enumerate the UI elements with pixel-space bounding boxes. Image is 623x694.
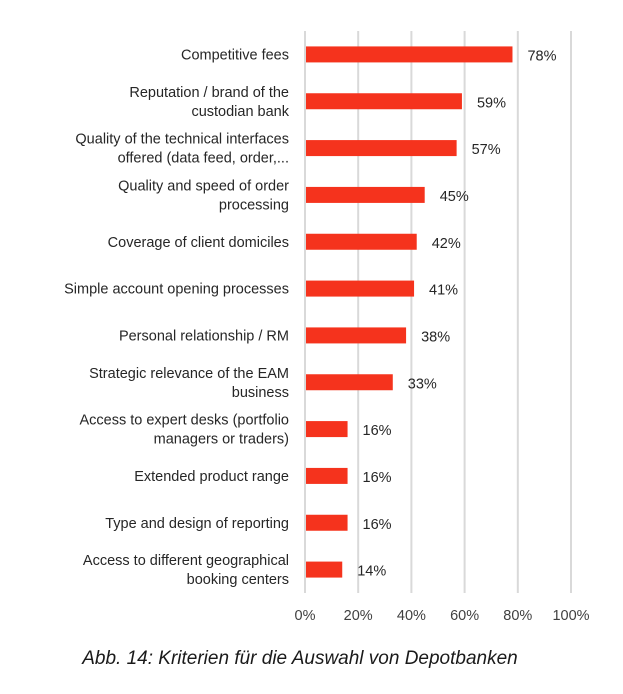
bar <box>306 421 348 438</box>
bar <box>306 186 425 203</box>
bar <box>306 327 407 344</box>
category-label: Coverage of client domiciles <box>108 235 289 251</box>
category-label: Personal relationship / RM <box>119 328 289 344</box>
category-label-line: Extended product range <box>134 469 289 485</box>
value-label: 16% <box>363 470 392 486</box>
category-label-line: processing <box>219 197 289 213</box>
category-label: Strategic relevance of the EAM business <box>89 366 289 401</box>
bar <box>306 374 393 391</box>
category-label-line: Coverage of client domiciles <box>108 235 289 251</box>
value-label: 41% <box>429 283 458 299</box>
category-labels: Competitive fees Reputation / brand of th… <box>64 47 290 588</box>
category-label-line: Type and design of reporting <box>105 516 289 532</box>
bar <box>306 93 462 110</box>
x-tick-label: 100% <box>552 608 589 624</box>
value-label: 57% <box>472 142 501 158</box>
bar <box>306 514 348 531</box>
x-tick-label: 20% <box>344 608 373 624</box>
value-label: 16% <box>363 517 392 533</box>
category-label-line: offered (data feed, order,... <box>118 151 289 167</box>
category-label-line: booking centers <box>187 572 289 588</box>
category-label: Competitive fees <box>181 47 289 63</box>
category-label-line: Access to expert desks (portfolio <box>79 413 289 429</box>
category-label-line: Strategic relevance of the EAM <box>89 366 289 382</box>
value-label: 16% <box>363 423 392 439</box>
category-label-line: custodian bank <box>191 104 289 120</box>
value-label: 59% <box>477 95 506 111</box>
value-label: 45% <box>440 189 469 205</box>
x-tick-label: 0% <box>295 608 316 624</box>
x-tick-label: 80% <box>503 608 532 624</box>
bar <box>306 46 513 63</box>
category-label-line: Personal relationship / RM <box>119 328 289 344</box>
value-label: 14% <box>357 564 386 580</box>
category-label: Quality of the technical interfaces offer… <box>75 132 289 167</box>
bar <box>306 233 417 250</box>
category-label-line: business <box>232 385 289 401</box>
category-label-line: Simple account opening processes <box>64 282 289 298</box>
figure-caption: Abb. 14: Kriterien für die Auswahl von D… <box>81 648 518 669</box>
category-label-line: Access to different geographical <box>83 553 289 569</box>
category-label: Quality and speed of order processing <box>118 178 289 213</box>
category-label: Access to expert desks (portfolio manager… <box>79 413 289 448</box>
bar <box>306 467 348 484</box>
category-label-line: Competitive fees <box>181 47 289 63</box>
category-label: Type and design of reporting <box>105 516 289 532</box>
bar <box>306 561 343 578</box>
category-label-line: Quality and speed of order <box>118 178 289 194</box>
value-labels: 78% 59% 57% 45% 42% 41% 38% 33% 16% 16% 16% 14% <box>357 48 556 579</box>
value-label: 38% <box>421 329 450 345</box>
x-tick-label: 60% <box>450 608 479 624</box>
value-label: 78% <box>527 48 556 64</box>
category-label-line: managers or traders) <box>154 432 289 448</box>
value-label: 33% <box>408 376 437 392</box>
x-axis-ticks: 0% 20% 40% 60% 80% 100% <box>295 608 590 624</box>
bar <box>306 280 415 297</box>
category-label-line: Reputation / brand of the <box>129 85 289 101</box>
gridlines <box>304 31 572 593</box>
bar <box>306 140 457 157</box>
value-label: 42% <box>432 236 461 252</box>
category-label: Access to different geographical booking … <box>83 553 289 588</box>
x-tick-label: 40% <box>397 608 426 624</box>
bars <box>306 46 513 578</box>
category-label: Extended product range <box>134 469 289 485</box>
category-label: Reputation / brand of the custodian bank <box>129 85 289 120</box>
category-label: Simple account opening processes <box>64 282 289 298</box>
category-label-line: Quality of the technical interfaces <box>75 132 289 148</box>
